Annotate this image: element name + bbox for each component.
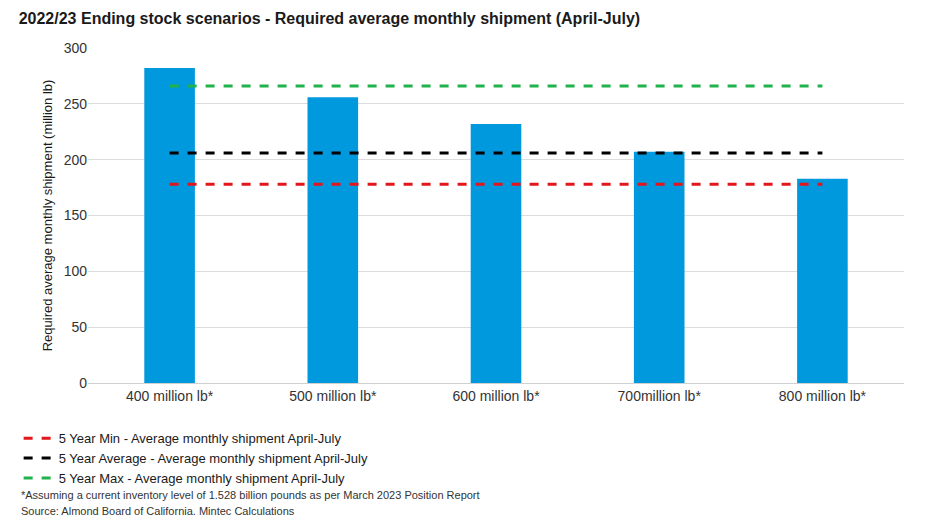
svg-text:400 million lb*: 400 million lb* [126, 388, 214, 404]
svg-text:5 Year Max - Average monthly s: 5 Year Max - Average monthly shipment Ap… [59, 471, 345, 486]
svg-text:200: 200 [64, 152, 88, 168]
svg-text:600 million lb*: 600 million lb* [452, 388, 540, 404]
svg-text:150: 150 [64, 207, 88, 223]
svg-text:300: 300 [64, 40, 88, 56]
svg-text:500 million lb*: 500 million lb* [289, 388, 377, 404]
svg-text:700million lb*: 700million lb* [618, 388, 702, 404]
svg-text:800 million lb*: 800 million lb* [779, 388, 867, 404]
svg-text:5 Year Min - Average monthly s: 5 Year Min - Average monthly shipment Ap… [59, 431, 342, 446]
svg-text:250: 250 [64, 96, 88, 112]
svg-text:50: 50 [71, 319, 87, 335]
svg-text:2022/23 Ending stock scenarios: 2022/23 Ending stock scenarios - Require… [19, 10, 641, 27]
svg-text:*Assuming a current inventory: *Assuming a current inventory level of 1… [21, 489, 480, 501]
svg-text:5 Year Average - Average month: 5 Year Average - Average monthly shipmen… [59, 451, 368, 466]
svg-text:Required average monthly shipm: Required average monthly shipment (milli… [40, 80, 55, 352]
svg-text:100: 100 [64, 263, 88, 279]
svg-text:Source: Almond Board of Califo: Source: Almond Board of California, Mint… [21, 505, 295, 515]
svg-text:0: 0 [79, 375, 87, 391]
